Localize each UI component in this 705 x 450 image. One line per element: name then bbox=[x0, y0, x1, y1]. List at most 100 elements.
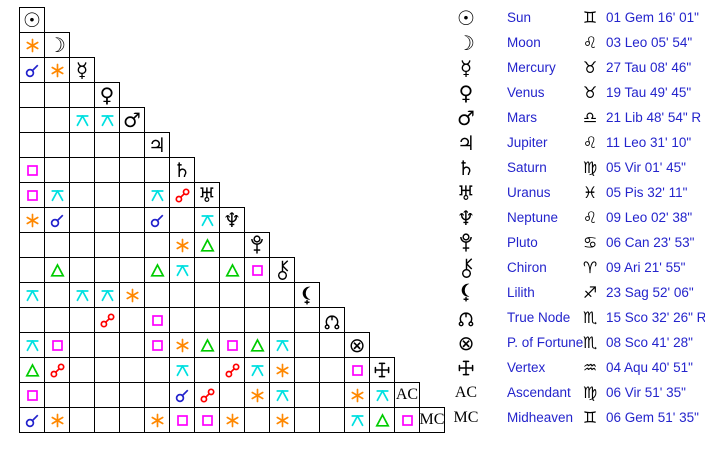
square-icon bbox=[176, 414, 188, 426]
moon-icon: ☽ bbox=[457, 30, 475, 55]
planet-position: 09 Leo 02' 38" bbox=[606, 210, 693, 225]
opposition-icon bbox=[174, 187, 190, 203]
grid-cell-mc-uranus bbox=[194, 407, 220, 433]
table-row-mercury: ☿ Mercury ♉ 27 Tau 08' 46" bbox=[440, 55, 705, 80]
neptune-icon: ♆ bbox=[223, 208, 241, 232]
grid-cell-mars-mercury bbox=[69, 107, 95, 133]
planet-position: 04 Aqu 40' 51" bbox=[606, 360, 693, 375]
grid-planet-pluto bbox=[244, 232, 270, 258]
grid-cell-fortune-moon bbox=[44, 332, 70, 358]
trine-icon bbox=[149, 262, 165, 277]
grid-cell-truenode-uranus bbox=[194, 307, 220, 333]
quincunx-icon bbox=[150, 189, 164, 201]
grid-cell-uranus-moon bbox=[44, 182, 70, 208]
pisces-sign-icon: ♓ bbox=[582, 183, 598, 202]
table-glyph-fortune: ⊗ bbox=[452, 330, 480, 355]
grid-cell-saturn-moon bbox=[44, 157, 70, 183]
grid-cell-mc-lilith bbox=[294, 407, 320, 433]
grid-cell-uranus-mars bbox=[119, 182, 145, 208]
quincunx-icon bbox=[75, 289, 89, 301]
grid-planet-mercury: ☿ bbox=[69, 57, 95, 83]
sextile-icon bbox=[175, 338, 189, 352]
grid-cell-ac-pluto bbox=[244, 382, 270, 408]
grid-cell-mc-neptune bbox=[219, 407, 245, 433]
grid-cell-vertex-lilith bbox=[294, 357, 320, 383]
planet-name: Moon bbox=[507, 35, 541, 50]
grid-cell-saturn-venus bbox=[94, 157, 120, 183]
sextile-icon bbox=[175, 238, 189, 252]
trine-icon bbox=[374, 412, 390, 427]
grid-cell-lilith-saturn bbox=[169, 282, 195, 308]
sextile-icon bbox=[350, 388, 364, 402]
grid-cell-vertex-pluto bbox=[244, 357, 270, 383]
grid-cell-ac-chiron bbox=[269, 382, 295, 408]
sextile-icon bbox=[275, 413, 289, 427]
table-glyph-saturn: ♄ bbox=[452, 155, 480, 180]
aquarius-sign-icon: ♒ bbox=[582, 358, 598, 377]
saturn-icon: ♄ bbox=[457, 155, 475, 180]
sextile-icon bbox=[225, 413, 239, 427]
table-glyph-jupiter: ♃ bbox=[452, 130, 480, 155]
quincunx-icon bbox=[50, 189, 64, 201]
table-row-sun: ☉ Sun ♊ 01 Gem 16' 01" bbox=[440, 5, 705, 30]
planet-name: True Node bbox=[507, 310, 571, 325]
grid-cell-chiron-venus bbox=[94, 257, 120, 283]
grid-cell-fortune-neptune bbox=[219, 332, 245, 358]
grid-planet-lilith bbox=[294, 282, 320, 308]
table-glyph-mars: ♂ bbox=[452, 105, 480, 130]
grid-planet-vertex bbox=[369, 357, 395, 383]
planet-position: 21 Lib 48' 54" R bbox=[606, 110, 702, 125]
grid-planet-mars: ♂ bbox=[119, 107, 145, 133]
libra-sign-icon: ♎ bbox=[582, 108, 598, 127]
leo-sign-icon: ♌ bbox=[582, 208, 598, 227]
square-icon bbox=[26, 164, 38, 176]
planet-name: Venus bbox=[507, 85, 545, 100]
opposition-icon bbox=[199, 387, 215, 403]
conjunction-icon bbox=[50, 214, 63, 227]
grid-cell-ac-uranus bbox=[194, 382, 220, 408]
grid-cell-truenode-jupiter bbox=[144, 307, 170, 333]
mercury-icon: ☿ bbox=[75, 58, 89, 82]
grid-cell-lilith-mercury bbox=[69, 282, 95, 308]
grid-cell-fortune-venus bbox=[94, 332, 120, 358]
table-glyph-chiron bbox=[452, 255, 480, 280]
grid-cell-jupiter-venus bbox=[94, 132, 120, 158]
table-row-venus: ♀ Venus ♉ 19 Tau 49' 45" bbox=[440, 80, 705, 105]
mc-label: MC bbox=[419, 411, 445, 428]
planet-position: 03 Leo 05' 54" bbox=[606, 35, 693, 50]
grid-cell-lilith-pluto bbox=[244, 282, 270, 308]
grid-cell-vertex-truenode bbox=[319, 357, 345, 383]
table-row-pluto: Pluto ♋ 06 Can 23' 53" bbox=[440, 230, 705, 255]
square-icon bbox=[151, 339, 163, 351]
taurus-sign-icon: ♉ bbox=[582, 83, 598, 102]
grid-planet-jupiter: ♃ bbox=[144, 132, 170, 158]
planet-name: P. of Fortune bbox=[507, 335, 584, 350]
grid-cell-saturn-mars bbox=[119, 157, 145, 183]
grid-cell-neptune-mars bbox=[119, 207, 145, 233]
grid-cell-lilith-jupiter bbox=[144, 282, 170, 308]
table-glyph-truenode bbox=[452, 305, 480, 330]
grid-cell-chiron-uranus bbox=[194, 257, 220, 283]
grid-cell-lilith-venus bbox=[94, 282, 120, 308]
grid-cell-neptune-mercury bbox=[69, 207, 95, 233]
grid-cell-chiron-saturn bbox=[169, 257, 195, 283]
scorpio-sign-icon: ♏ bbox=[582, 333, 598, 352]
grid-cell-jupiter-sun bbox=[19, 132, 45, 158]
grid-cell-vertex-mars bbox=[119, 357, 145, 383]
grid-cell-mc-venus bbox=[94, 407, 120, 433]
quincunx-icon bbox=[25, 339, 39, 351]
gemini-sign-icon: ♊ bbox=[582, 8, 598, 27]
uranus-icon: ♅ bbox=[457, 180, 475, 205]
grid-cell-ac-neptune bbox=[219, 382, 245, 408]
grid-cell-pluto-moon bbox=[44, 232, 70, 258]
grid-cell-ac-sun bbox=[19, 382, 45, 408]
planet-position: 27 Tau 08' 46" bbox=[606, 60, 692, 75]
cancer-sign-icon: ♋ bbox=[582, 233, 598, 252]
grid-cell-lilith-chiron bbox=[269, 282, 295, 308]
planet-name: Vertex bbox=[507, 360, 546, 375]
planet-name: Uranus bbox=[507, 185, 551, 200]
grid-cell-fortune-jupiter bbox=[144, 332, 170, 358]
grid-cell-mc-sun bbox=[19, 407, 45, 433]
quincunx-icon bbox=[100, 114, 114, 126]
conjunction-icon bbox=[150, 214, 163, 227]
